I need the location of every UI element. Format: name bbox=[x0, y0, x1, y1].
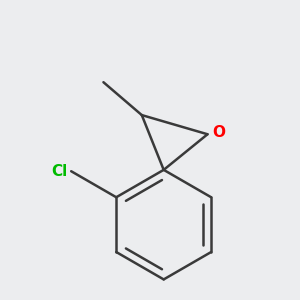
Text: Cl: Cl bbox=[51, 164, 67, 179]
Text: O: O bbox=[212, 125, 225, 140]
